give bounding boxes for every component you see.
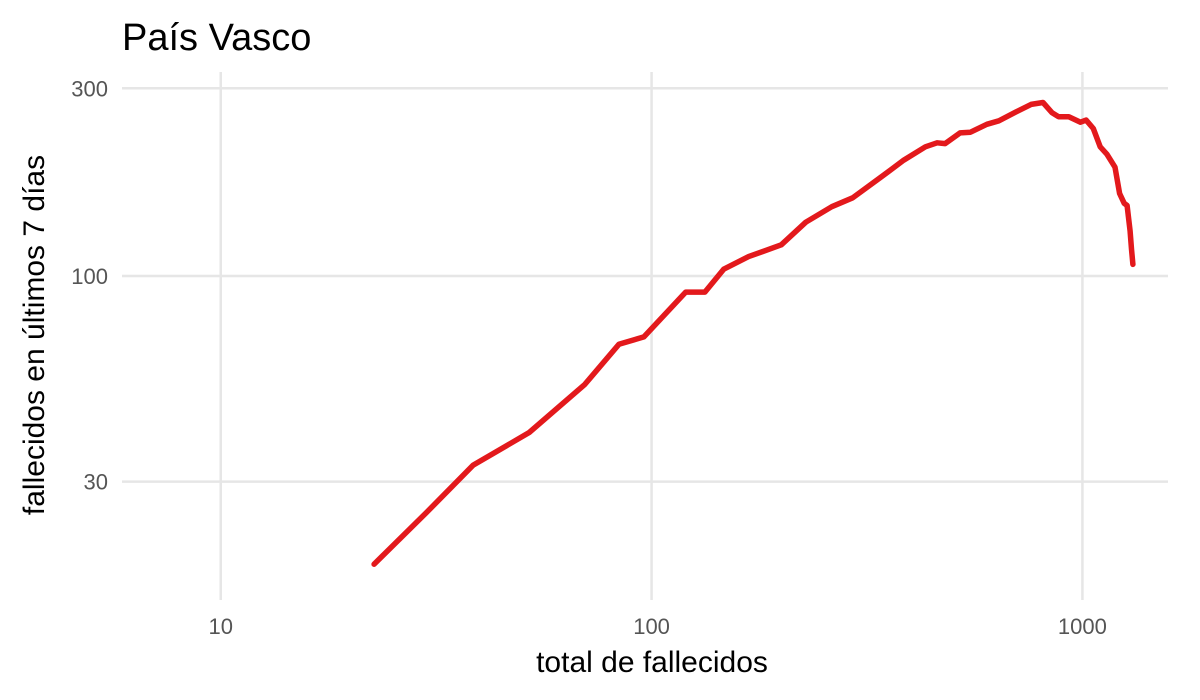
y-axis-title: fallecidos en últimos 7 días: [18, 155, 51, 515]
grid-lines: [122, 72, 1168, 600]
y-tick-label: 100: [71, 264, 108, 289]
x-axis-title: total de fallecidos: [536, 646, 768, 679]
x-tick-label: 100: [633, 614, 670, 639]
series-line: [371, 99, 1136, 567]
x-tick-label: 1000: [1058, 614, 1107, 639]
tick-labels: 10 100 1000 30 100 300: [71, 76, 1107, 639]
y-tick-label: 300: [71, 76, 108, 101]
y-tick-label: 30: [84, 470, 108, 495]
x-tick-label: 10: [208, 614, 232, 639]
series-layer: [371, 99, 1136, 567]
chart-title: País Vasco: [122, 17, 311, 59]
